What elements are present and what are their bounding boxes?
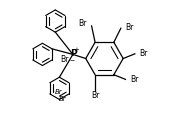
Text: Br: Br: [60, 55, 69, 64]
Text: +: +: [74, 47, 79, 53]
Text: −: −: [70, 58, 75, 63]
Text: Br: Br: [130, 75, 139, 84]
Text: Br: Br: [126, 23, 134, 32]
Text: Br: Br: [91, 91, 99, 100]
Text: P: P: [70, 49, 77, 58]
Text: Br: Br: [78, 19, 87, 28]
Text: Br: Br: [140, 49, 148, 58]
Text: Br: Br: [59, 96, 66, 102]
Text: Br: Br: [55, 89, 63, 95]
